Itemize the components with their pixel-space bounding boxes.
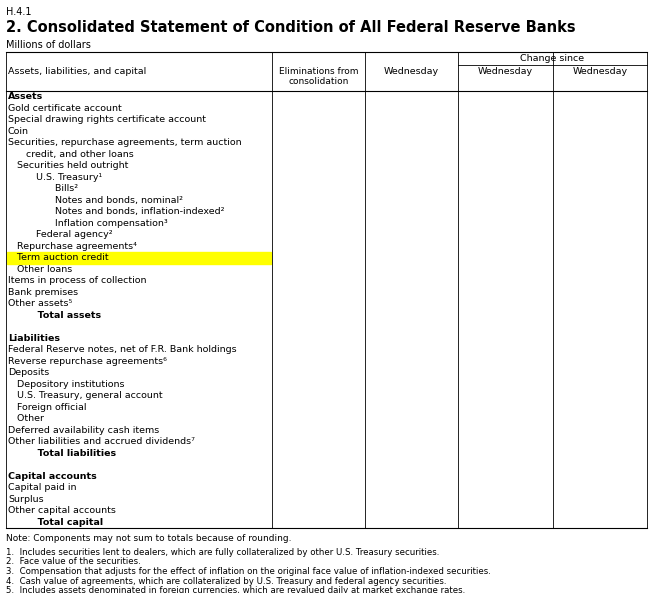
Text: Deposits: Deposits (8, 368, 49, 377)
Text: Wednesday: Wednesday (478, 67, 533, 76)
Text: Gold certificate account: Gold certificate account (8, 104, 122, 113)
Text: Total liabilities: Total liabilities (18, 449, 116, 458)
Text: Surplus: Surplus (8, 495, 44, 503)
Text: Repurchase agreements⁴: Repurchase agreements⁴ (8, 242, 137, 251)
Text: Wednesday: Wednesday (572, 67, 627, 76)
Text: Other loans: Other loans (8, 264, 72, 274)
Text: Assets, liabilities, and capital: Assets, liabilities, and capital (8, 67, 146, 76)
Text: 3.  Compensation that adjusts for the effect of inflation on the original face v: 3. Compensation that adjusts for the eff… (6, 567, 491, 576)
Text: Change since: Change since (521, 54, 584, 63)
Text: Eliminations from
consolidation: Eliminations from consolidation (279, 67, 358, 87)
Text: Notes and bonds, inflation-indexed²: Notes and bonds, inflation-indexed² (28, 207, 224, 216)
Text: Capital accounts: Capital accounts (8, 472, 97, 481)
Text: Assets: Assets (8, 93, 44, 101)
Text: Foreign official: Foreign official (8, 403, 86, 412)
Text: Items in process of collection: Items in process of collection (8, 276, 146, 285)
Text: U.S. Treasury¹: U.S. Treasury¹ (18, 173, 102, 181)
Text: 2.  Face value of the securities.: 2. Face value of the securities. (6, 557, 141, 566)
Text: Bank premises: Bank premises (8, 288, 78, 296)
Text: 5.  Includes assets denominated in foreign currencies, which are revalued daily : 5. Includes assets denominated in foreig… (6, 586, 465, 593)
Text: Notes and bonds, nominal²: Notes and bonds, nominal² (28, 196, 183, 205)
Text: Deferred availability cash items: Deferred availability cash items (8, 426, 159, 435)
Text: Securities held outright: Securities held outright (8, 161, 129, 170)
Text: Note: Components may not sum to totals because of rounding.: Note: Components may not sum to totals b… (6, 534, 291, 543)
Bar (7, 252, 271, 263)
Text: Federal Reserve notes, net of F.R. Bank holdings: Federal Reserve notes, net of F.R. Bank … (8, 345, 237, 354)
Text: Special drawing rights certificate account: Special drawing rights certificate accou… (8, 115, 206, 125)
Text: Depository institutions: Depository institutions (8, 380, 125, 389)
Text: Wednesday: Wednesday (384, 67, 439, 76)
Text: Capital paid in: Capital paid in (8, 483, 77, 492)
Text: Other: Other (8, 415, 44, 423)
Text: Coin: Coin (8, 127, 29, 136)
Text: 2. Consolidated Statement of Condition of All Federal Reserve Banks: 2. Consolidated Statement of Condition o… (6, 20, 576, 35)
Text: Term auction credit: Term auction credit (8, 253, 109, 262)
Text: Liabilities: Liabilities (8, 334, 60, 343)
Text: Millions of dollars: Millions of dollars (6, 40, 91, 50)
Text: 4.  Cash value of agreements, which are collateralized by U.S. Treasury and fede: 4. Cash value of agreements, which are c… (6, 576, 447, 585)
Text: Securities, repurchase agreements, term auction: Securities, repurchase agreements, term … (8, 138, 242, 147)
Text: Other liabilities and accrued dividends⁷: Other liabilities and accrued dividends⁷ (8, 437, 195, 447)
Text: Federal agency²: Federal agency² (18, 230, 112, 239)
Text: Other capital accounts: Other capital accounts (8, 506, 116, 515)
Text: Other assets⁵: Other assets⁵ (8, 299, 72, 308)
Text: U.S. Treasury, general account: U.S. Treasury, general account (8, 391, 162, 400)
Text: Total assets: Total assets (18, 311, 101, 320)
Text: credit, and other loans: credit, and other loans (8, 150, 134, 159)
Text: H.4.1: H.4.1 (6, 7, 31, 17)
Text: Total capital: Total capital (18, 518, 103, 527)
Text: 1.  Includes securities lent to dealers, which are fully collateralized by other: 1. Includes securities lent to dealers, … (6, 548, 439, 557)
Text: Bills²: Bills² (28, 184, 78, 193)
Text: Inflation compensation³: Inflation compensation³ (28, 219, 168, 228)
Text: Reverse repurchase agreements⁶: Reverse repurchase agreements⁶ (8, 357, 167, 366)
